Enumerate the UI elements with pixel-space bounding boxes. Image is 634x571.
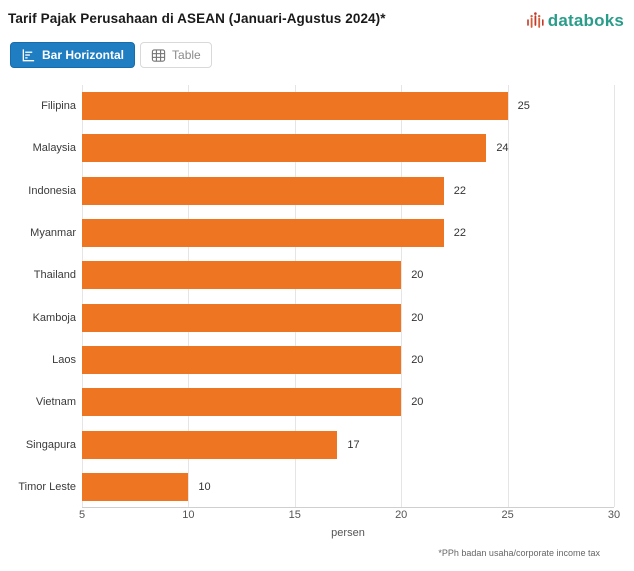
- table-button[interactable]: Table: [140, 42, 212, 68]
- bar-5[interactable]: [82, 303, 402, 332]
- category-labels: Filipina Malaysia Indonesia Myanmar Thailand…: [0, 85, 76, 508]
- bar-9[interactable]: [82, 472, 189, 501]
- gridline-x-30: [614, 85, 615, 507]
- x-tick-20: 20: [395, 509, 408, 521]
- bar-0[interactable]: [82, 92, 508, 121]
- bar-value-3: 22: [453, 227, 466, 240]
- x-tick-25: 25: [501, 509, 514, 521]
- x-tick-15: 15: [288, 509, 301, 521]
- bar-value-8: 17: [347, 438, 360, 451]
- bar-horizontal-icon: [21, 48, 36, 63]
- bar-value-1: 24: [496, 142, 509, 155]
- category-label-2: Indonesia: [28, 184, 76, 197]
- bar-value-4: 20: [411, 269, 424, 282]
- x-tick-30: 30: [607, 509, 621, 521]
- bar-horizontal-button[interactable]: Bar Horizontal: [10, 42, 136, 68]
- bar-horizontal-label: Bar Horizontal: [42, 48, 125, 62]
- gridline-x-15: [294, 85, 296, 507]
- table-icon: [151, 48, 166, 63]
- bar-value-0: 25: [517, 100, 530, 113]
- category-label-1: Malaysia: [32, 142, 76, 155]
- bar-value-5: 20: [411, 311, 424, 324]
- gridline-x-20: [401, 85, 403, 507]
- category-label-3: Myanmar: [30, 227, 76, 240]
- bar-4[interactable]: [82, 261, 402, 290]
- bar-value-2: 22: [453, 184, 466, 197]
- gridline-x-10: [188, 85, 190, 507]
- x-axis: 5 10 15 20 25 30: [78, 509, 620, 525]
- table-label: Table: [172, 48, 201, 62]
- databoks-logo[interactable]: databoks: [525, 10, 624, 31]
- category-label-7: Vietnam: [35, 396, 76, 409]
- bar-chart: Filipina Malaysia Indonesia Myanmar Thailand…: [0, 85, 634, 508]
- bar-7[interactable]: [82, 388, 402, 417]
- category-label-4: Thailand: [33, 269, 76, 282]
- category-label-9: Timor Leste: [18, 480, 76, 493]
- category-label-6: Laos: [52, 353, 76, 366]
- bar-value-9: 10: [198, 480, 211, 493]
- gridline-x-5: [82, 85, 83, 507]
- page-title: Tarif Pajak Perusahaan di ASEAN (Januari…: [8, 11, 386, 26]
- bar-value-6: 20: [411, 353, 424, 366]
- bar-8[interactable]: [82, 430, 338, 459]
- chart-header: Tarif Pajak Perusahaan di ASEAN (Januari…: [8, 8, 626, 36]
- gridline-x-25: [507, 85, 509, 507]
- category-label-0: Filipina: [41, 100, 76, 113]
- plot-area: 25 24 22 22 20 20 20 20 17 10: [82, 85, 615, 508]
- bar-3[interactable]: [82, 219, 444, 248]
- x-tick-5: 5: [78, 509, 86, 521]
- databoks-logo-icon: [525, 10, 546, 31]
- x-tick-10: 10: [182, 509, 195, 521]
- category-label-8: Singapura: [25, 438, 76, 451]
- bar-value-7: 20: [411, 396, 424, 409]
- bar-2[interactable]: [82, 176, 444, 205]
- category-label-5: Kamboja: [32, 311, 76, 324]
- footnote: *PPh badan usaha/corporate income tax: [438, 548, 600, 558]
- view-toggle-toolbar: Bar Horizontal Table: [10, 42, 212, 68]
- databoks-logo-text: databoks: [547, 10, 624, 30]
- bar-1[interactable]: [82, 134, 487, 163]
- x-axis-title: persen: [331, 527, 365, 539]
- bar-6[interactable]: [82, 345, 402, 374]
